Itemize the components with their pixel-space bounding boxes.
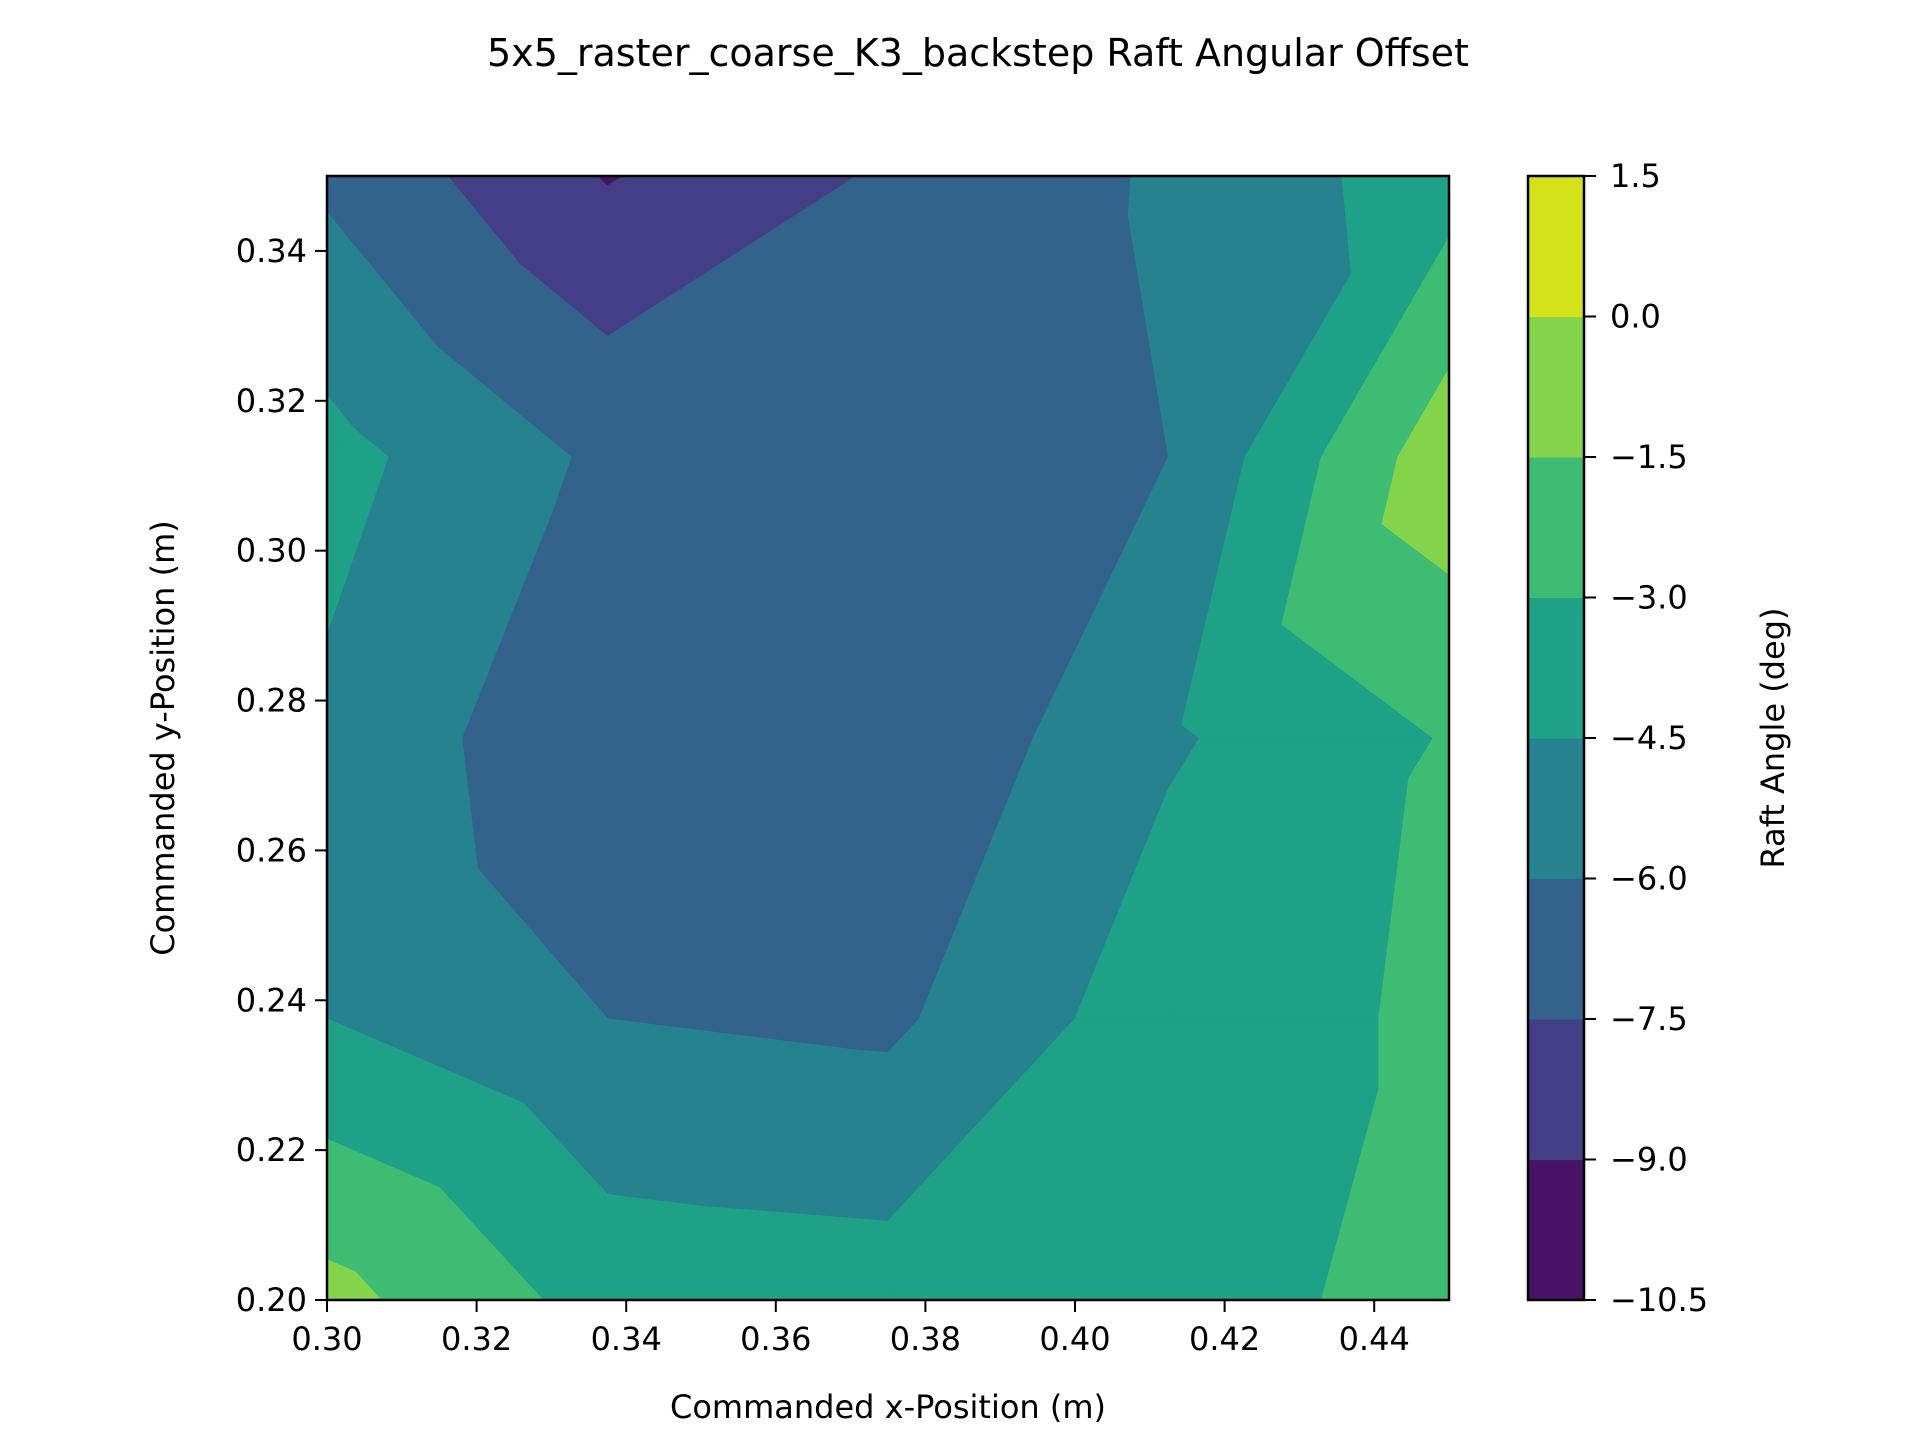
colorbar-segment <box>1528 597 1584 739</box>
plot-area <box>327 176 1449 1300</box>
colorbar-tick-label: −9.0 <box>1610 1141 1688 1179</box>
y-tick-label: 0.30 <box>236 532 307 570</box>
colorbar-ticks: 1.5 0.0 −1.5 −3.0 −4.5 −6.0 −7.5 −9.0 −10.5 <box>1584 157 1708 1319</box>
x-tick-label: 0.42 <box>1189 1320 1260 1358</box>
y-tick-label: 0.26 <box>236 831 307 869</box>
y-tick-label: 0.34 <box>236 232 307 270</box>
colorbar-segment <box>1528 457 1584 599</box>
x-tick-label: 0.38 <box>890 1320 961 1358</box>
y-tick-label: 0.28 <box>236 682 307 720</box>
colorbar-segment <box>1528 176 1584 318</box>
x-tick-label: 0.44 <box>1339 1320 1410 1358</box>
colorbar-segment <box>1528 878 1584 1020</box>
colorbar-tick-label: −4.5 <box>1610 719 1688 757</box>
x-tick-label: 0.36 <box>740 1320 811 1358</box>
colorbar-tick-label: −7.5 <box>1610 1000 1688 1038</box>
colorbar-tick-label: 1.5 <box>1610 157 1661 195</box>
y-axis-label: Commanded y-Position (m) <box>144 520 182 955</box>
colorbar-tick-label: 0.0 <box>1610 298 1661 336</box>
chart-title: 5x5_raster_coarse_K3_backstep Raft Angul… <box>487 31 1469 75</box>
x-tick-label: 0.32 <box>441 1320 512 1358</box>
colorbar-tick-label: −10.5 <box>1610 1281 1708 1319</box>
colorbar-tick-label: −3.0 <box>1610 579 1688 617</box>
plot-frame <box>325 174 1451 1302</box>
y-tick-label: 0.22 <box>236 1131 307 1169</box>
x-axis-label: Commanded x-Position (m) <box>670 1388 1106 1426</box>
colorbar-segment <box>1528 738 1584 880</box>
x-tick-label: 0.30 <box>291 1320 362 1358</box>
x-tick-label: 0.40 <box>1039 1320 1110 1358</box>
x-axis: 0.30 0.32 0.34 0.36 0.38 0.40 0.42 0.44 <box>291 1300 1410 1358</box>
x-tick-label: 0.34 <box>591 1320 662 1358</box>
y-tick-label: 0.24 <box>236 981 307 1019</box>
y-axis: 0.20 0.22 0.24 0.26 0.28 0.30 0.32 0.34 <box>236 232 327 1319</box>
y-tick-label: 0.20 <box>236 1281 307 1319</box>
contour-band <box>327 368 1449 1300</box>
colorbar-segment <box>1528 1019 1584 1161</box>
colorbar <box>1528 176 1584 1301</box>
colorbar-tick-label: −1.5 <box>1610 438 1688 476</box>
colorbar-segment <box>1528 1159 1584 1301</box>
colorbar-segment <box>1528 316 1584 458</box>
colorbar-tick-label: −6.0 <box>1610 860 1688 898</box>
colorbar-label: Raft Angle (deg) <box>1754 607 1792 868</box>
y-tick-label: 0.32 <box>236 382 307 420</box>
